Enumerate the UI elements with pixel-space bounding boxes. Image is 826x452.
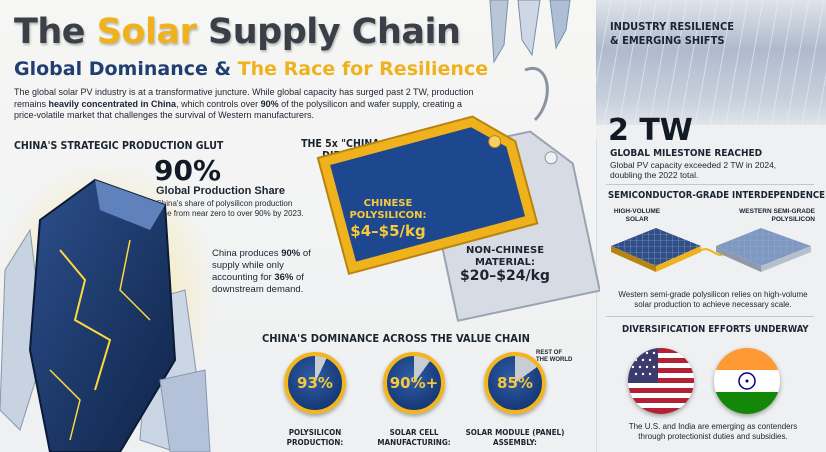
chinese-price-label: CHINESE POLYSILICON: [349,198,427,221]
value-chain-heading: CHINA'S DOMINANCE ACROSS THE VALUE CHAIN [262,332,530,345]
glut-big-value: 90% [154,154,222,187]
non-chinese-price-label: NON-CHINESE MATERIAL: [465,245,545,268]
cell-share-circle: 90%+ [383,352,445,414]
panels-fade [596,0,826,140]
page-subtitle: Global Dominance & The Race for Resilien… [14,58,489,80]
milestone-label: GLOBAL MILESTONE REACHED [610,148,763,159]
milestone-desc: Global PV capacity exceeded 2 TW in 2024… [610,160,777,180]
milestone-value: 2 TW [608,113,693,148]
glut-desc: China's share of polysilicon production … [156,199,304,218]
semi-desc: Western semi-grade polysilicon relies on… [618,290,808,309]
page-title: The Solar Supply Chain [14,12,461,52]
module-share-circle: 85% [484,352,546,414]
sidebar-divider [606,184,814,185]
cell-label: SOLAR CELL MANUFACTURING: [377,428,451,447]
diversification-desc: The U.S. and India are emerging as conte… [628,422,798,441]
semi-right-label: WESTERN SEMI-GRADE POLYSILICON [739,208,815,223]
module-label: SOLAR MODULE (PANEL) ASSEMBLY: [465,428,565,447]
price-tags-illustration [316,66,600,322]
diversification-heading: DIVERSIFICATION EFFORTS UNDERWAY [622,324,809,335]
wafer-illustration [611,228,811,272]
semi-heading: SEMICONDUCTOR-GRADE INTERDEPENDENCE [608,190,826,201]
crystal-decoration-top [489,0,571,64]
india-flag-icon [714,348,780,414]
crystal-illustration [0,160,215,452]
sidebar-divider-2 [606,316,814,317]
polysilicon-share-circle: 93% [284,352,346,414]
intro-paragraph: The global solar PV industry is at a tra… [14,87,474,120]
rest-of-world-label: REST OF THE WORLD [536,350,573,363]
polysilicon-label: POLYSILICON PRODUCTION: [286,428,344,447]
us-flag-icon [628,348,694,414]
semi-left-label: HIGH-VOLUME SOLAR [613,208,661,223]
non-chinese-price-value: $20–$24/kg [460,268,550,284]
glut-note: China produces 90% of supply while only … [212,248,311,295]
sidebar-heading: INDUSTRY RESILIENCE & EMERGING SHIFTS [610,20,734,47]
glut-heading: CHINA'S STRATEGIC PRODUCTION GLUT [14,140,224,152]
chinese-price-value: $4–$5/kg [350,222,426,240]
glut-big-label: Global Production Share [156,185,285,197]
